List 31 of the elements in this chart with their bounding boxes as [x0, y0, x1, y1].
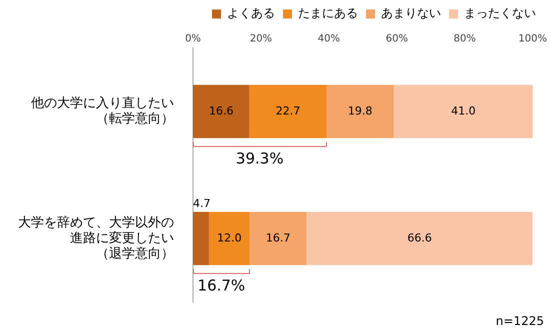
- annotation: 39.3%: [236, 150, 284, 168]
- data-label: 12.0: [217, 231, 242, 244]
- legend-label: たまにある: [298, 6, 358, 20]
- bar: [249, 84, 327, 138]
- text: n=1225: [496, 314, 544, 328]
- annotation: 16.7%: [198, 276, 246, 295]
- x-tick-label: 20%: [250, 34, 272, 45]
- bar: [326, 84, 394, 138]
- bar: [208, 212, 250, 266]
- legend-label: あまりない: [381, 6, 441, 20]
- bar: [193, 84, 250, 138]
- data-label: 16.7: [266, 231, 290, 244]
- bar: [306, 212, 533, 266]
- y-tick-label: 他の大学に入り直したい（転学意向）: [31, 96, 174, 127]
- data-label: 4.7: [193, 197, 210, 210]
- data-label: 66.6: [407, 231, 432, 244]
- y-tick-label: 大学を辞めて、大学以外の進路に変更したい（退学意向）: [18, 215, 174, 262]
- data-label: 19.8: [348, 104, 372, 118]
- bar: [394, 84, 533, 138]
- x-tick-label: 40%: [318, 34, 340, 45]
- data-label: 41.0: [451, 104, 476, 118]
- bar: [193, 212, 209, 266]
- legend-label: まったくない: [464, 6, 536, 20]
- data-label: 16.6: [208, 104, 234, 118]
- x-tick-label: 100%: [518, 34, 547, 45]
- x-tick-label: 80%: [454, 34, 476, 45]
- x-tick-label: 60%: [386, 34, 408, 45]
- bar: [250, 212, 306, 266]
- x-tick-label: 0%: [185, 34, 201, 45]
- data-label: 22.7: [276, 104, 300, 118]
- legend-label: よくある: [227, 6, 275, 20]
